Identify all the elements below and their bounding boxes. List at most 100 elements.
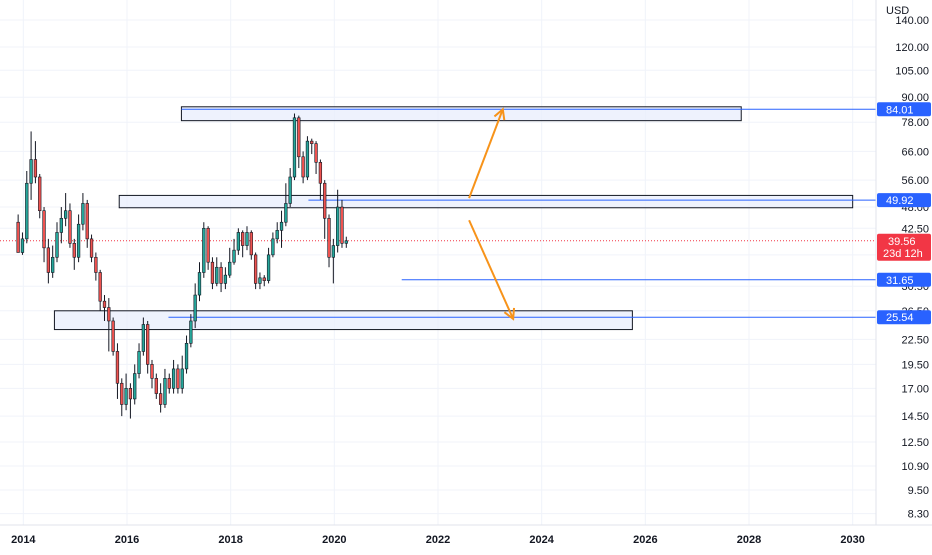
candle-up <box>189 320 193 344</box>
candle-up <box>266 254 271 281</box>
year-tick-label: 2022 <box>426 534 450 546</box>
candle-down <box>146 324 150 365</box>
zone-rectangle <box>118 194 854 209</box>
candle-down <box>262 277 266 281</box>
candle-down <box>128 388 133 400</box>
candle-up <box>163 378 167 405</box>
price-tick-label: 8.30 <box>908 509 929 521</box>
price-tick-label: 66.00 <box>901 146 929 158</box>
candle-up <box>292 117 297 178</box>
candle-down <box>167 378 171 389</box>
price-tick-label: 78.00 <box>901 117 929 129</box>
candle-up <box>51 256 55 273</box>
price-tick-label: 17.00 <box>901 383 929 395</box>
year-tick-label: 2028 <box>737 534 761 546</box>
candle-up <box>124 388 128 405</box>
candle-up <box>81 203 85 225</box>
candle-up <box>223 274 228 284</box>
candle-down <box>154 378 158 394</box>
candle-up <box>288 176 292 204</box>
projection-arrow <box>468 108 504 199</box>
candle-up <box>202 227 206 273</box>
candle-down <box>314 143 318 163</box>
price-tick-label: 56.00 <box>901 175 929 187</box>
zone-rectangle <box>53 310 633 331</box>
price-tick-label: 14.50 <box>901 411 929 423</box>
candle-down <box>310 140 314 144</box>
level-tag-bg <box>877 310 931 325</box>
price-tick-label: 12.50 <box>901 437 929 449</box>
current-price-tag: 39.56 23d 12h <box>877 233 931 261</box>
candle-up <box>279 221 284 231</box>
candle-up <box>228 261 232 276</box>
candle-down <box>102 300 107 308</box>
year-tick-label: 2018 <box>218 534 242 546</box>
current-price-tag-bg <box>877 233 931 261</box>
candle-down <box>241 232 245 246</box>
price-tick-label: 42.50 <box>901 223 929 235</box>
candle-up <box>141 324 145 352</box>
projection-arrow <box>468 219 515 320</box>
candle-down <box>111 320 115 352</box>
price-tick-label: 22.50 <box>901 334 929 346</box>
arrow-head <box>503 307 516 321</box>
candle-up <box>245 232 249 246</box>
candle-down <box>115 351 120 384</box>
candle-down <box>68 210 72 244</box>
price-tick-label: 10.90 <box>901 461 929 473</box>
candle-down <box>249 232 253 256</box>
price-tick-label: 105.00 <box>895 65 929 77</box>
year-tick-label: 2020 <box>322 534 346 546</box>
price-tick-label: 9.50 <box>908 485 929 497</box>
level-tag-label: 25.54 <box>886 312 914 324</box>
candle-down <box>219 266 223 284</box>
candle-up <box>215 266 219 284</box>
level-tag-bg <box>877 102 931 117</box>
candle-down <box>327 218 331 258</box>
time-tick-labels[interactable]: 2014 2016 2018 2020 2022 2024 2026 2028 2030 <box>11 534 865 546</box>
year-tick-label: 2024 <box>529 534 554 546</box>
candle-up <box>344 240 348 244</box>
price-scale[interactable] <box>876 0 932 525</box>
candle-up <box>137 351 141 374</box>
candle-up <box>331 245 335 258</box>
year-tick-label: 2014 <box>11 534 36 546</box>
candle-down <box>46 247 51 273</box>
candle-up <box>20 238 25 253</box>
candle-down <box>94 256 98 273</box>
price-tick-label: 140.00 <box>895 15 929 27</box>
candle-down <box>150 364 154 379</box>
candle-up <box>59 218 63 233</box>
candle-down <box>210 261 215 284</box>
level-price-tags: 84.01 49.92 31.65 25.54 <box>877 102 931 325</box>
price-tick-label: 19.50 <box>901 359 929 371</box>
candle-down <box>158 393 163 405</box>
year-tick-label: 2016 <box>115 534 139 546</box>
candle-down <box>89 238 94 258</box>
candle-up <box>76 223 81 258</box>
level-tag-label: 31.65 <box>886 275 914 287</box>
countdown-label: 23d 12h <box>883 248 923 260</box>
candle-up <box>184 343 189 370</box>
candle-up <box>232 249 236 263</box>
arrow-head <box>493 107 506 121</box>
candle-down <box>42 210 46 249</box>
candle-up <box>197 272 202 296</box>
price-tick-label: 90.00 <box>901 92 929 104</box>
candle-down <box>340 206 344 244</box>
candle-up <box>55 232 59 258</box>
plot-area[interactable] <box>0 0 876 525</box>
candle-down <box>206 227 210 263</box>
level-tag-bg <box>877 272 931 287</box>
candle-up <box>133 373 137 400</box>
candle-up <box>180 368 184 389</box>
zone-rectangle <box>180 106 742 122</box>
candle-down <box>107 307 111 322</box>
candle-down <box>16 221 20 253</box>
candle-up <box>284 203 288 223</box>
current-price-label: 39.56 <box>888 236 916 248</box>
candle-up <box>63 210 68 219</box>
candle-up <box>305 140 310 178</box>
